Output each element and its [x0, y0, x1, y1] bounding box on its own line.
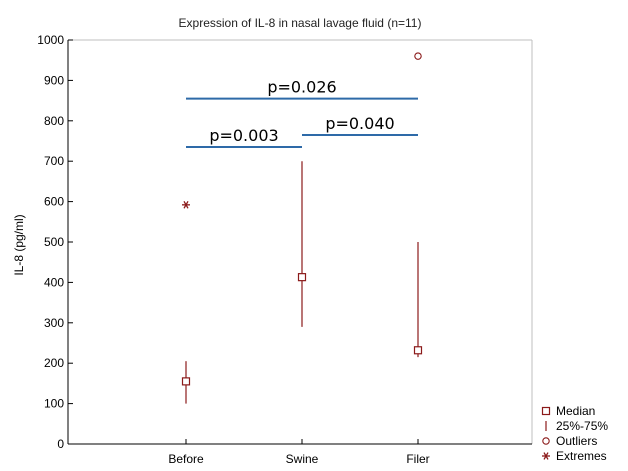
y-tick-label: 900 — [44, 73, 64, 87]
y-tick-label: 100 — [44, 397, 64, 411]
legend-entry: Median — [541, 404, 595, 418]
legend-entry: Extremes — [542, 449, 607, 463]
x-tick-label: Swine — [286, 452, 319, 466]
p-value-label: p=0.003 — [209, 126, 278, 145]
chart-title: Expression of IL-8 in nasal lavage fluid… — [179, 16, 422, 30]
legend-label: Outliers — [556, 434, 597, 448]
y-axis-label: IL-8 (pg/ml) — [12, 214, 26, 275]
box-marks — [181, 52, 423, 404]
legend-outlier-swatch — [542, 437, 550, 445]
p-value-label: p=0.040 — [325, 114, 394, 133]
legend-entry: Outliers — [542, 434, 597, 448]
x-tick-label: Before — [168, 452, 204, 466]
outlier-marker — [414, 52, 422, 60]
y-tick-label: 200 — [44, 356, 64, 370]
y-tick-label: 400 — [44, 275, 64, 289]
extreme-star-stroke — [183, 201, 189, 209]
legend-label: 25%-75% — [556, 419, 608, 433]
legend-label: Median — [556, 404, 595, 418]
x-axis: Before Swine Filer — [168, 439, 430, 466]
median-marker — [413, 346, 423, 355]
plot-frame — [67, 39, 533, 445]
y-tick-label: 300 — [44, 316, 64, 330]
extreme-star-stroke — [543, 452, 549, 460]
y-tick-label: 0 — [57, 437, 64, 451]
legend-median-swatch — [541, 406, 551, 416]
p-value-label: p=0.026 — [267, 78, 336, 97]
y-tick-label: 1000 — [37, 33, 64, 47]
significance-annotations: p=0.026 p=0.003 p=0.040 — [186, 78, 418, 149]
y-tick-label: 800 — [44, 114, 64, 128]
y-axis: 0 100 200 300 400 500 600 700 800 900 1000 — [37, 33, 73, 451]
legend-extreme-swatch — [542, 452, 550, 460]
y-tick-label: 700 — [44, 154, 64, 168]
y-tick-label: 600 — [44, 195, 64, 209]
legend-label: Extremes — [556, 449, 607, 463]
median-marker — [181, 377, 191, 386]
y-tick-label: 500 — [44, 235, 64, 249]
median-marker — [297, 273, 307, 282]
x-tick-label: Filer — [406, 452, 429, 466]
legend-entry: 25%-75% — [545, 419, 608, 433]
extreme-marker — [182, 201, 190, 209]
